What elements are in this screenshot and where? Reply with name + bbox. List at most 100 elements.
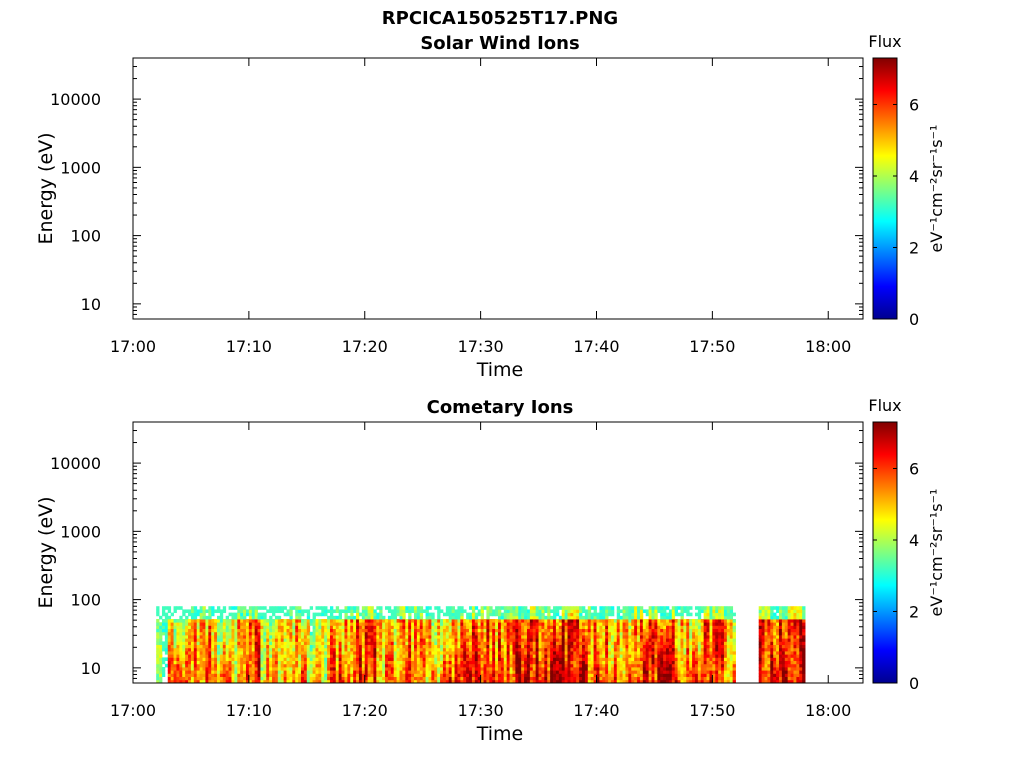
spectrogram-cell [437,660,441,665]
spectrogram-cell [245,679,250,684]
spectrogram-cell [721,612,725,617]
spectrogram-cell [442,635,447,639]
spectrogram-cell [587,644,592,649]
spectrogram-cell [312,651,316,655]
spectrogram-cell [257,676,261,681]
spectrogram-cell [269,660,273,665]
spectrogram-cell [503,663,508,668]
spectrogram-cell [726,657,731,662]
spectrogram-cell [211,641,215,646]
spectrogram-cell [327,619,331,623]
spectrogram-cell [419,606,424,610]
spectrogram-cell [454,641,458,646]
spectrogram-cell [161,647,166,652]
spectrogram-cell [408,654,412,658]
spectrogram-cell [726,622,731,626]
spectrogram-cell [764,676,768,681]
spectrogram-cell [277,660,282,665]
spectrogram-cell [787,619,791,623]
spectrogram-cell [489,635,493,639]
spectrogram-cell [437,644,441,649]
spectrogram-cell [654,647,658,652]
spectrogram-cell [402,667,406,671]
spectrogram-cell [161,660,166,665]
spectrogram-cell [689,644,693,649]
spectrogram-cell [477,619,482,623]
spectrogram-cell [315,673,319,677]
spectrogram-cell [173,625,177,630]
spectrogram-cell [272,647,276,652]
spectrogram-cell [159,663,163,668]
spectrogram-cell [405,635,409,639]
spectrogram-cell [260,676,264,681]
spectrogram-cell [185,651,189,655]
spectrogram-cell [529,673,534,677]
spectrogram-cell [790,651,794,655]
spectrogram-cell [654,635,658,639]
spectrogram-cell [694,641,699,646]
spectrogram-cell [613,619,618,623]
spectrogram-cell [689,676,693,681]
spectrogram-cell [700,651,705,655]
spectrogram-cell [668,654,673,658]
spectrogram-cell [613,628,618,633]
spectrogram-cell [182,628,186,633]
spectrogram-cell [776,619,780,623]
spectrogram-cell [680,631,684,636]
spectrogram-cell [257,673,261,677]
spectrogram-cell [222,673,227,677]
spectrogram-cell [480,654,484,658]
spectrogram-cell [582,638,586,642]
spectrogram-cell [214,641,218,646]
spectrogram-cell [781,676,786,681]
spectrogram-cell [616,651,621,655]
spectrogram-cell [506,663,510,668]
spectrogram-cell [208,673,212,677]
spectrogram-cell [579,622,583,626]
spectrogram-cell [301,622,305,626]
spectrogram-cell [332,638,337,642]
spectrogram-cell [437,663,441,668]
spectrogram-cell [686,606,690,610]
spectrogram-cell [457,679,461,684]
spectrogram-cell [315,647,319,652]
spectrogram-cell [298,606,302,610]
spectrogram-cell [787,657,791,662]
spectrogram-cell [416,657,421,662]
spectrogram-cell [715,615,719,620]
spectrogram-cell [634,673,638,677]
spectrogram-cell [778,676,783,681]
spectrogram-cell [660,663,664,668]
spectrogram-cell [411,635,415,639]
spectrogram-cell [356,615,360,620]
spectrogram-cell [550,654,554,658]
spectrogram-cell [257,660,261,665]
spectrogram-cell [790,635,794,639]
spectrogram-cell [723,651,728,655]
spectrogram-cell [697,676,702,681]
spectrogram-cell [506,673,510,677]
spectrogram-cell [231,625,235,630]
spectrogram-cell [379,679,383,684]
spectrogram-cell [582,654,586,658]
spectrogram-cell [217,654,221,658]
spectrogram-cell [784,606,789,610]
spectrogram-cell [318,644,322,649]
spectrogram-cell [495,673,499,677]
spectrogram-cell [668,622,673,626]
spectrogram-cell [356,638,360,642]
spectrogram-cell [680,651,684,655]
spectrogram-cell [460,615,464,620]
spectrogram-cell [364,657,369,662]
spectrogram-cell [506,628,510,633]
spectrogram-cell [770,615,774,620]
spectrogram-cell [593,619,597,623]
spectrogram-cell [634,660,638,665]
spectrogram-cell [605,673,609,677]
spectrogram-cell [590,628,594,633]
spectrogram-cell [613,647,618,652]
spectrogram-cell [251,606,256,610]
spectrogram-cell [553,660,557,665]
spectrogram-cell [498,625,502,630]
spectrogram-cell [721,654,725,658]
